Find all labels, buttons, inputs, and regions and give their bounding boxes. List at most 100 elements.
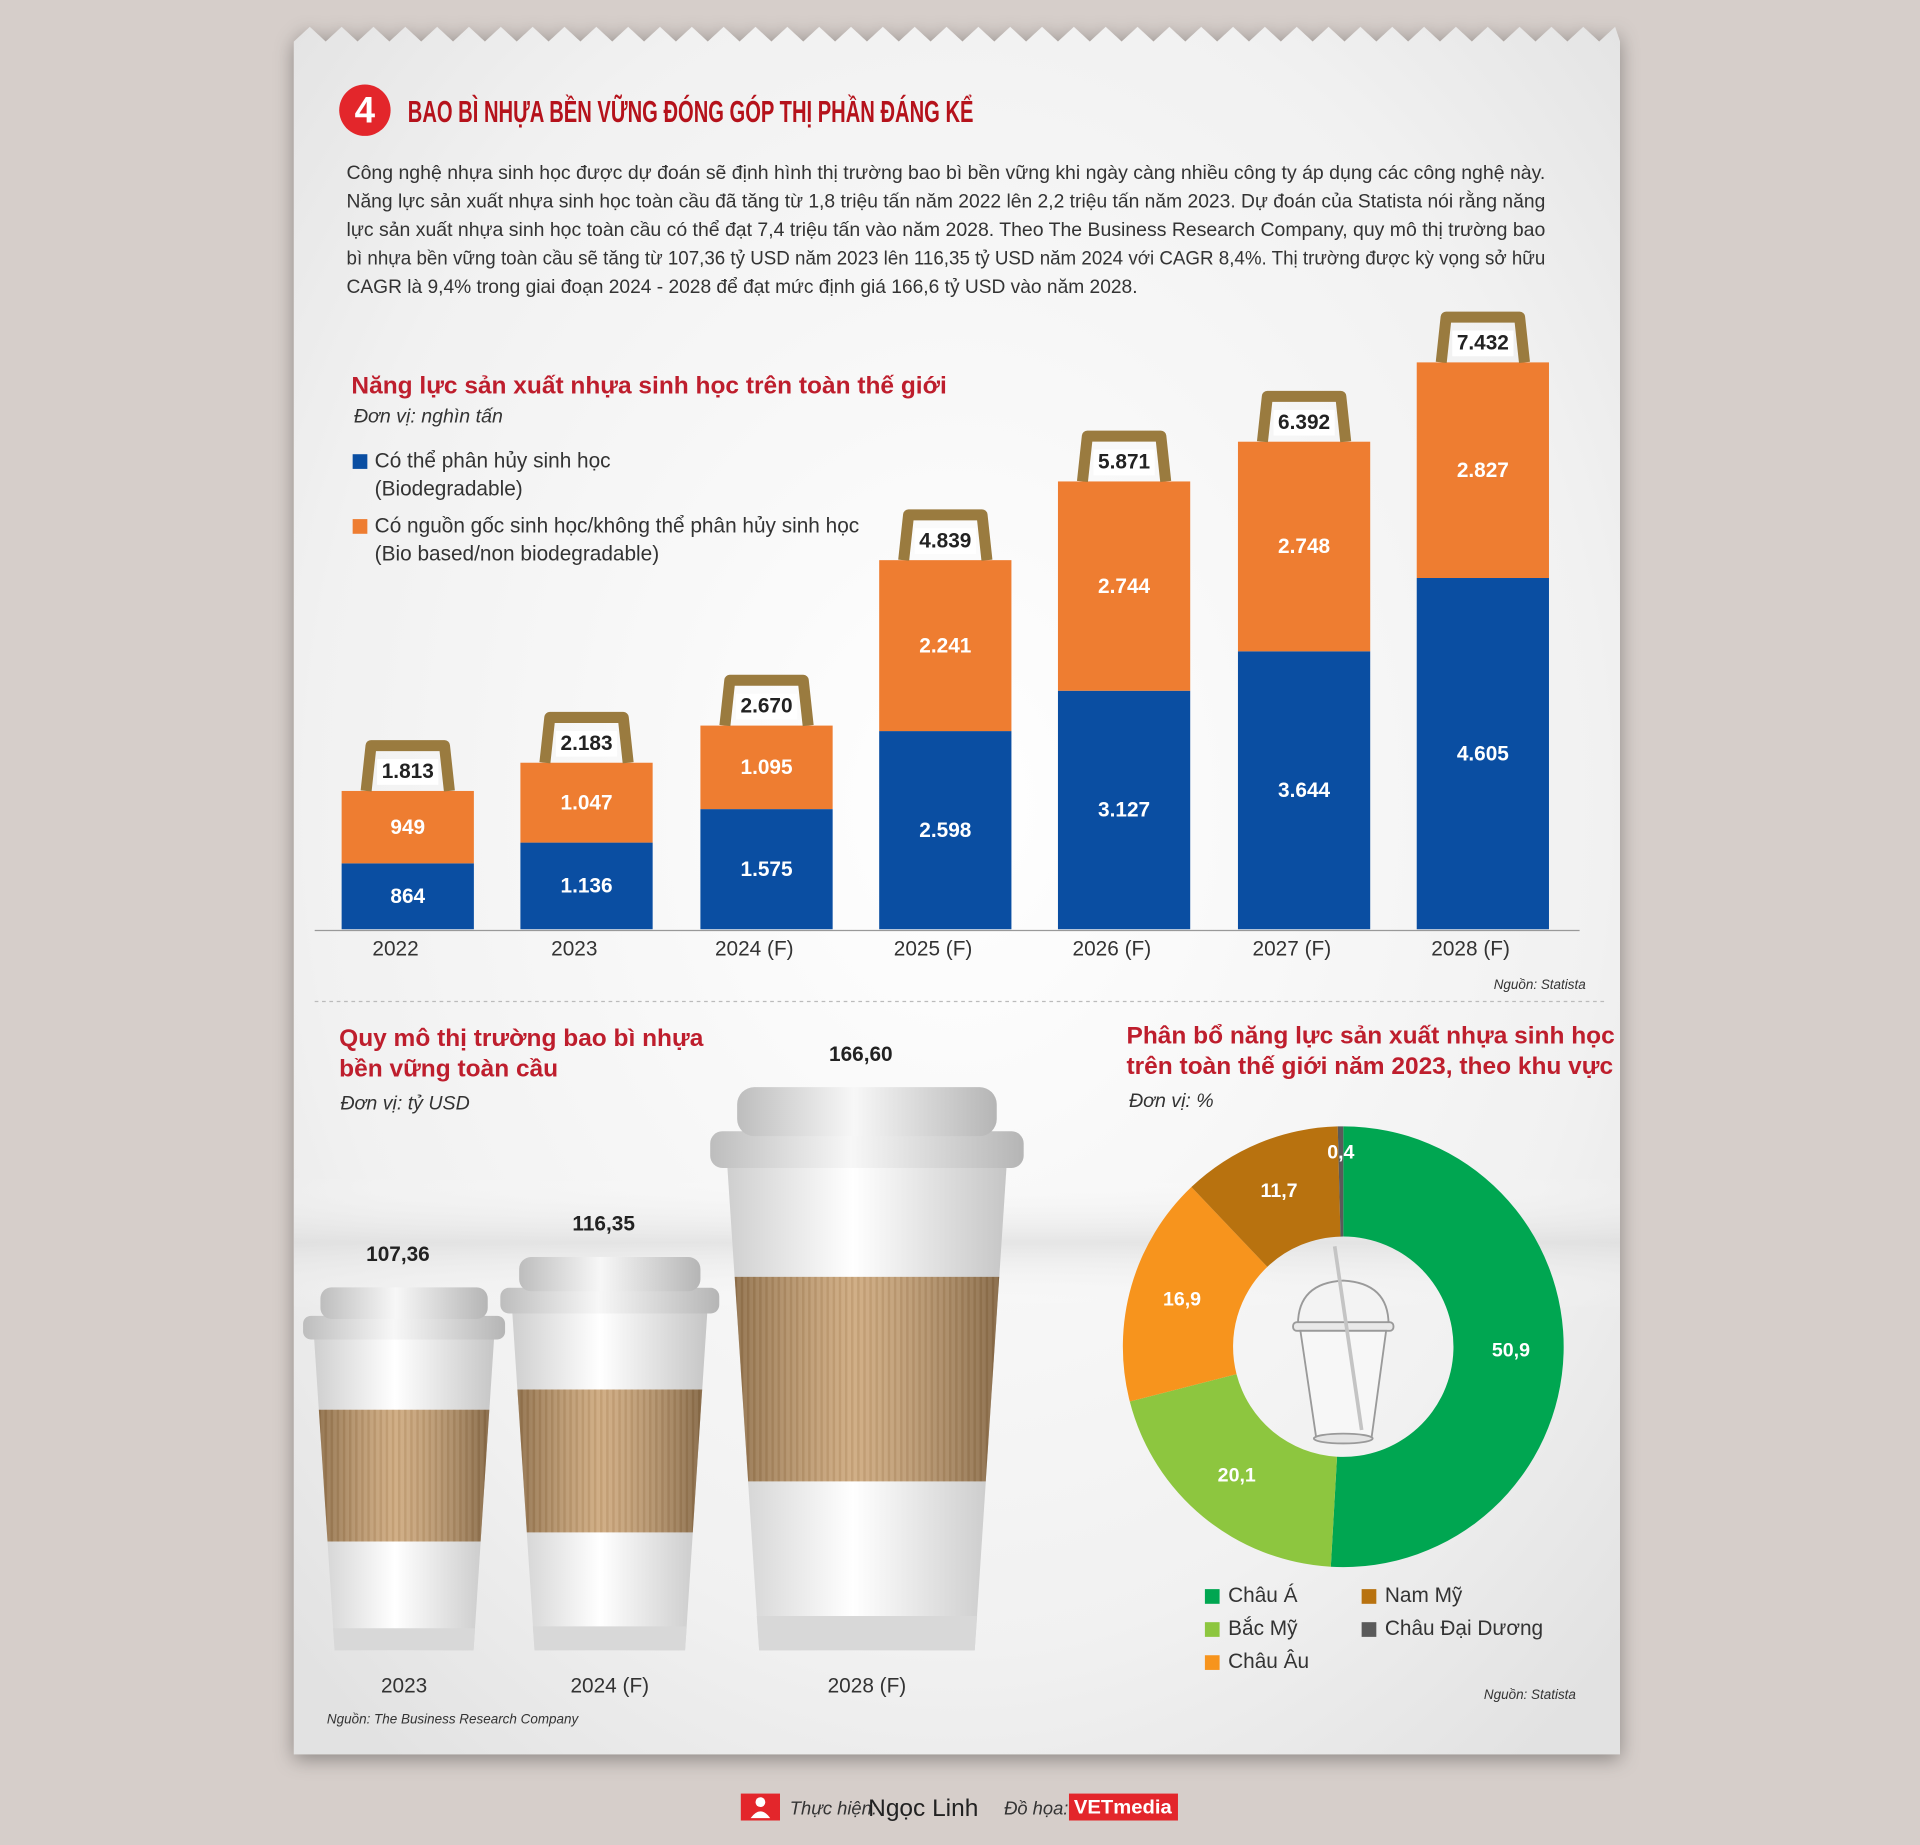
cup <box>303 1287 506 1651</box>
segment-label: 2.748 <box>1278 535 1330 558</box>
slice-label: 11,7 <box>1261 1180 1298 1202</box>
x-tick-label: 2027 (F) <box>1253 938 1332 961</box>
legend-swatch <box>1204 1655 1220 1670</box>
donut-slice <box>1191 1126 1341 1267</box>
segment-label: 1.047 <box>561 791 613 814</box>
bag-handle <box>539 711 634 764</box>
legend-label: Có nguồn gốc sinh học/không thể phân hủy… <box>375 514 865 565</box>
bar-segment <box>1237 651 1371 930</box>
bag-handle <box>1435 311 1530 363</box>
slice-label: 0,4 <box>1327 1141 1354 1163</box>
bar-segment <box>520 842 653 930</box>
cup-bottom <box>756 1616 978 1651</box>
chart-title: bền vững toàn cầu <box>339 1055 558 1082</box>
legend-label: Châu Đại Dương <box>1385 1617 1543 1640</box>
total-box <box>1273 409 1335 436</box>
legend-label: Bắc Mỹ <box>1228 1617 1298 1640</box>
legend-swatch <box>1361 1622 1377 1637</box>
x-tick-label: 2024 (F) <box>570 1675 649 1698</box>
cup-lid-top <box>519 1257 701 1292</box>
author-icon-head <box>755 1797 766 1808</box>
bar-segment <box>341 863 474 930</box>
segment-label: 1.136 <box>561 875 613 898</box>
total-label: 4.839 <box>919 529 971 552</box>
bar-segment <box>879 731 1012 930</box>
chart-title: Phân bổ năng lực sản xuất nhựa sinh học <box>1127 1022 1615 1049</box>
donut-slice <box>1337 1126 1344 1237</box>
cup-bottom <box>333 1628 476 1651</box>
total-label: 1.813 <box>382 760 434 783</box>
total-box <box>555 730 618 757</box>
bar-segment <box>700 809 833 930</box>
x-tick-label: 2025 (F) <box>894 938 973 961</box>
section-title: BAO BÌ NHỰA BỀN VỮNG ĐÓNG GÓP THỊ PHẦN Đ… <box>408 93 974 129</box>
cup-base <box>1312 1432 1374 1445</box>
legend-label: Châu Âu <box>1228 1650 1309 1673</box>
x-tick-label: 2023 <box>551 938 597 961</box>
paragraph-line: Công nghệ nhựa sinh học được dự đoán sẽ … <box>347 162 1546 184</box>
legend-label: Có thể phân hủy sinh học (Biodegradable) <box>375 449 617 500</box>
section-badge <box>339 84 391 136</box>
bag-handle <box>719 674 814 727</box>
bar-segment <box>341 790 474 864</box>
x-tick-label: 2028 (F) <box>1431 938 1510 961</box>
legend-swatch <box>1204 1622 1220 1637</box>
cup-lid-rim <box>303 1315 506 1340</box>
cup <box>710 1087 1024 1651</box>
bag-handle <box>360 740 455 792</box>
logo: VETmedia <box>1074 1796 1173 1818</box>
source: Nguồn: The Business Research Company <box>327 1712 580 1727</box>
bar-segment <box>1416 578 1549 930</box>
donut-slice <box>1330 1126 1564 1568</box>
segment-label: 3.644 <box>1278 779 1330 802</box>
segment-label: 2.744 <box>1098 575 1150 598</box>
total-box <box>735 693 798 720</box>
cup-straw <box>1332 1246 1364 1431</box>
legend-swatch <box>1204 1589 1220 1604</box>
cup-lid-top <box>737 1087 997 1137</box>
legend-swatch <box>352 519 368 534</box>
total-box <box>914 528 976 555</box>
legend-label: Nam Mỹ <box>1385 1584 1463 1607</box>
bar-segment <box>1057 481 1191 691</box>
total-label: 2.670 <box>741 695 793 718</box>
cup-rim <box>1292 1321 1395 1332</box>
cup-sleeve-shade <box>517 1389 703 1533</box>
cup-lid-top <box>320 1287 488 1319</box>
x-tick-label: 2026 (F) <box>1073 938 1152 961</box>
source: Nguồn: Statista <box>1494 977 1587 992</box>
x-tick-label: 2028 (F) <box>828 1675 907 1698</box>
x-tick-label: 2022 <box>372 938 418 961</box>
segment-label: 949 <box>390 816 425 839</box>
total-box <box>377 759 439 785</box>
slice-label: 20,1 <box>1218 1464 1256 1486</box>
paragraph-line: lực sản xuất nhựa sinh học toàn cầu có t… <box>347 219 1546 241</box>
credit-label: Thực hiện: <box>790 1797 877 1818</box>
value-label: 166,60 <box>829 1043 893 1066</box>
author: Ngọc Linh <box>868 1795 978 1822</box>
paragraph-line: bì nhựa bền vững toàn cầu sẽ tăng từ 107… <box>347 248 1546 270</box>
chart-unit: Đơn vị: nghìn tấn <box>354 406 503 428</box>
section-number: 4 <box>355 89 376 130</box>
cup <box>500 1257 720 1651</box>
bar-segment <box>1237 441 1371 652</box>
bag-handle <box>1076 430 1172 483</box>
donut-slice <box>1122 1187 1268 1402</box>
legend-swatch <box>352 454 368 469</box>
segment-label: 3.127 <box>1098 799 1150 822</box>
plastic-cup-icon <box>1292 1246 1395 1445</box>
total-label: 7.432 <box>1457 332 1509 355</box>
bar-segment <box>879 560 1012 732</box>
segment-label: 2.827 <box>1457 459 1509 482</box>
cup-cup <box>1299 1329 1388 1440</box>
cup-sleeve-shade <box>734 1276 1000 1482</box>
bar-segment <box>700 725 833 810</box>
slice-label: 16,9 <box>1163 1289 1201 1311</box>
bar-segment <box>1416 362 1549 579</box>
paragraph-line: CAGR là 9,4% trong giai đoạn 2024 - 2028… <box>347 276 1138 298</box>
segment-label: 864 <box>390 885 425 908</box>
value-label: 107,36 <box>366 1243 430 1266</box>
author-icon-body <box>750 1811 771 1819</box>
